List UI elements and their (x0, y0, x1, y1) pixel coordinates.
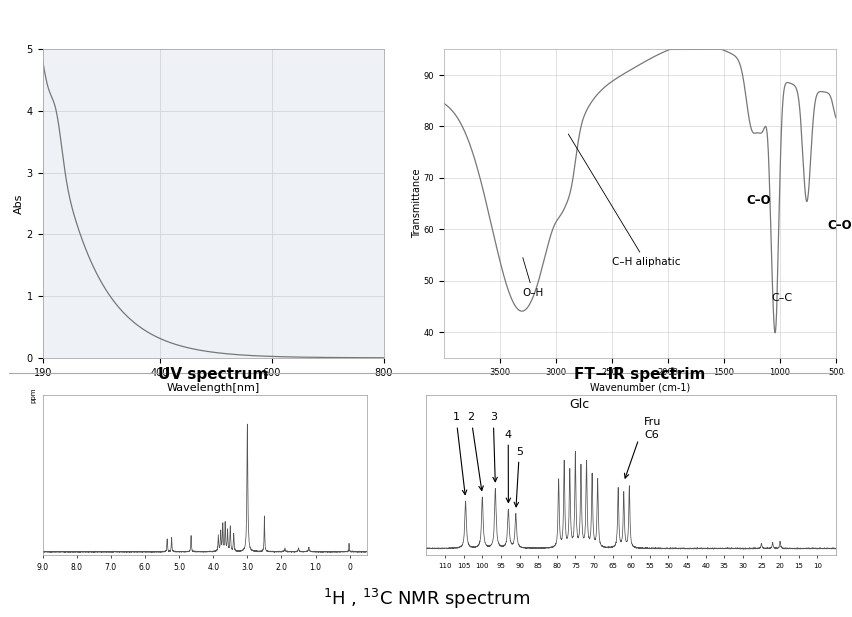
X-axis label: Wavelength[nm]: Wavelength[nm] (166, 383, 260, 393)
Text: FT−IR spectrim: FT−IR spectrim (573, 367, 705, 382)
Text: 5: 5 (514, 447, 522, 507)
Text: C–H aliphatic: C–H aliphatic (567, 134, 679, 267)
Text: Glc: Glc (568, 398, 589, 411)
Text: C6: C6 (643, 429, 659, 439)
Text: 2: 2 (467, 413, 483, 491)
Text: O–H: O–H (522, 258, 544, 298)
Text: $^{1}$H , $^{13}$C NMR spectrum: $^{1}$H , $^{13}$C NMR spectrum (323, 587, 529, 611)
X-axis label: Wavenumber (cm-1): Wavenumber (cm-1) (589, 382, 689, 392)
Text: UV spectrum: UV spectrum (158, 367, 268, 382)
Text: ppm: ppm (30, 387, 36, 403)
Text: 3: 3 (489, 413, 497, 482)
Text: Fru: Fru (643, 416, 661, 427)
Text: 1: 1 (452, 413, 466, 495)
Text: 4: 4 (504, 429, 511, 502)
Y-axis label: Transmittance: Transmittance (412, 169, 422, 238)
Text: C–OR: C–OR (826, 219, 852, 233)
Text: C–O: C–O (746, 194, 770, 207)
Text: C–C: C–C (770, 293, 792, 304)
Y-axis label: Abs: Abs (14, 193, 24, 214)
